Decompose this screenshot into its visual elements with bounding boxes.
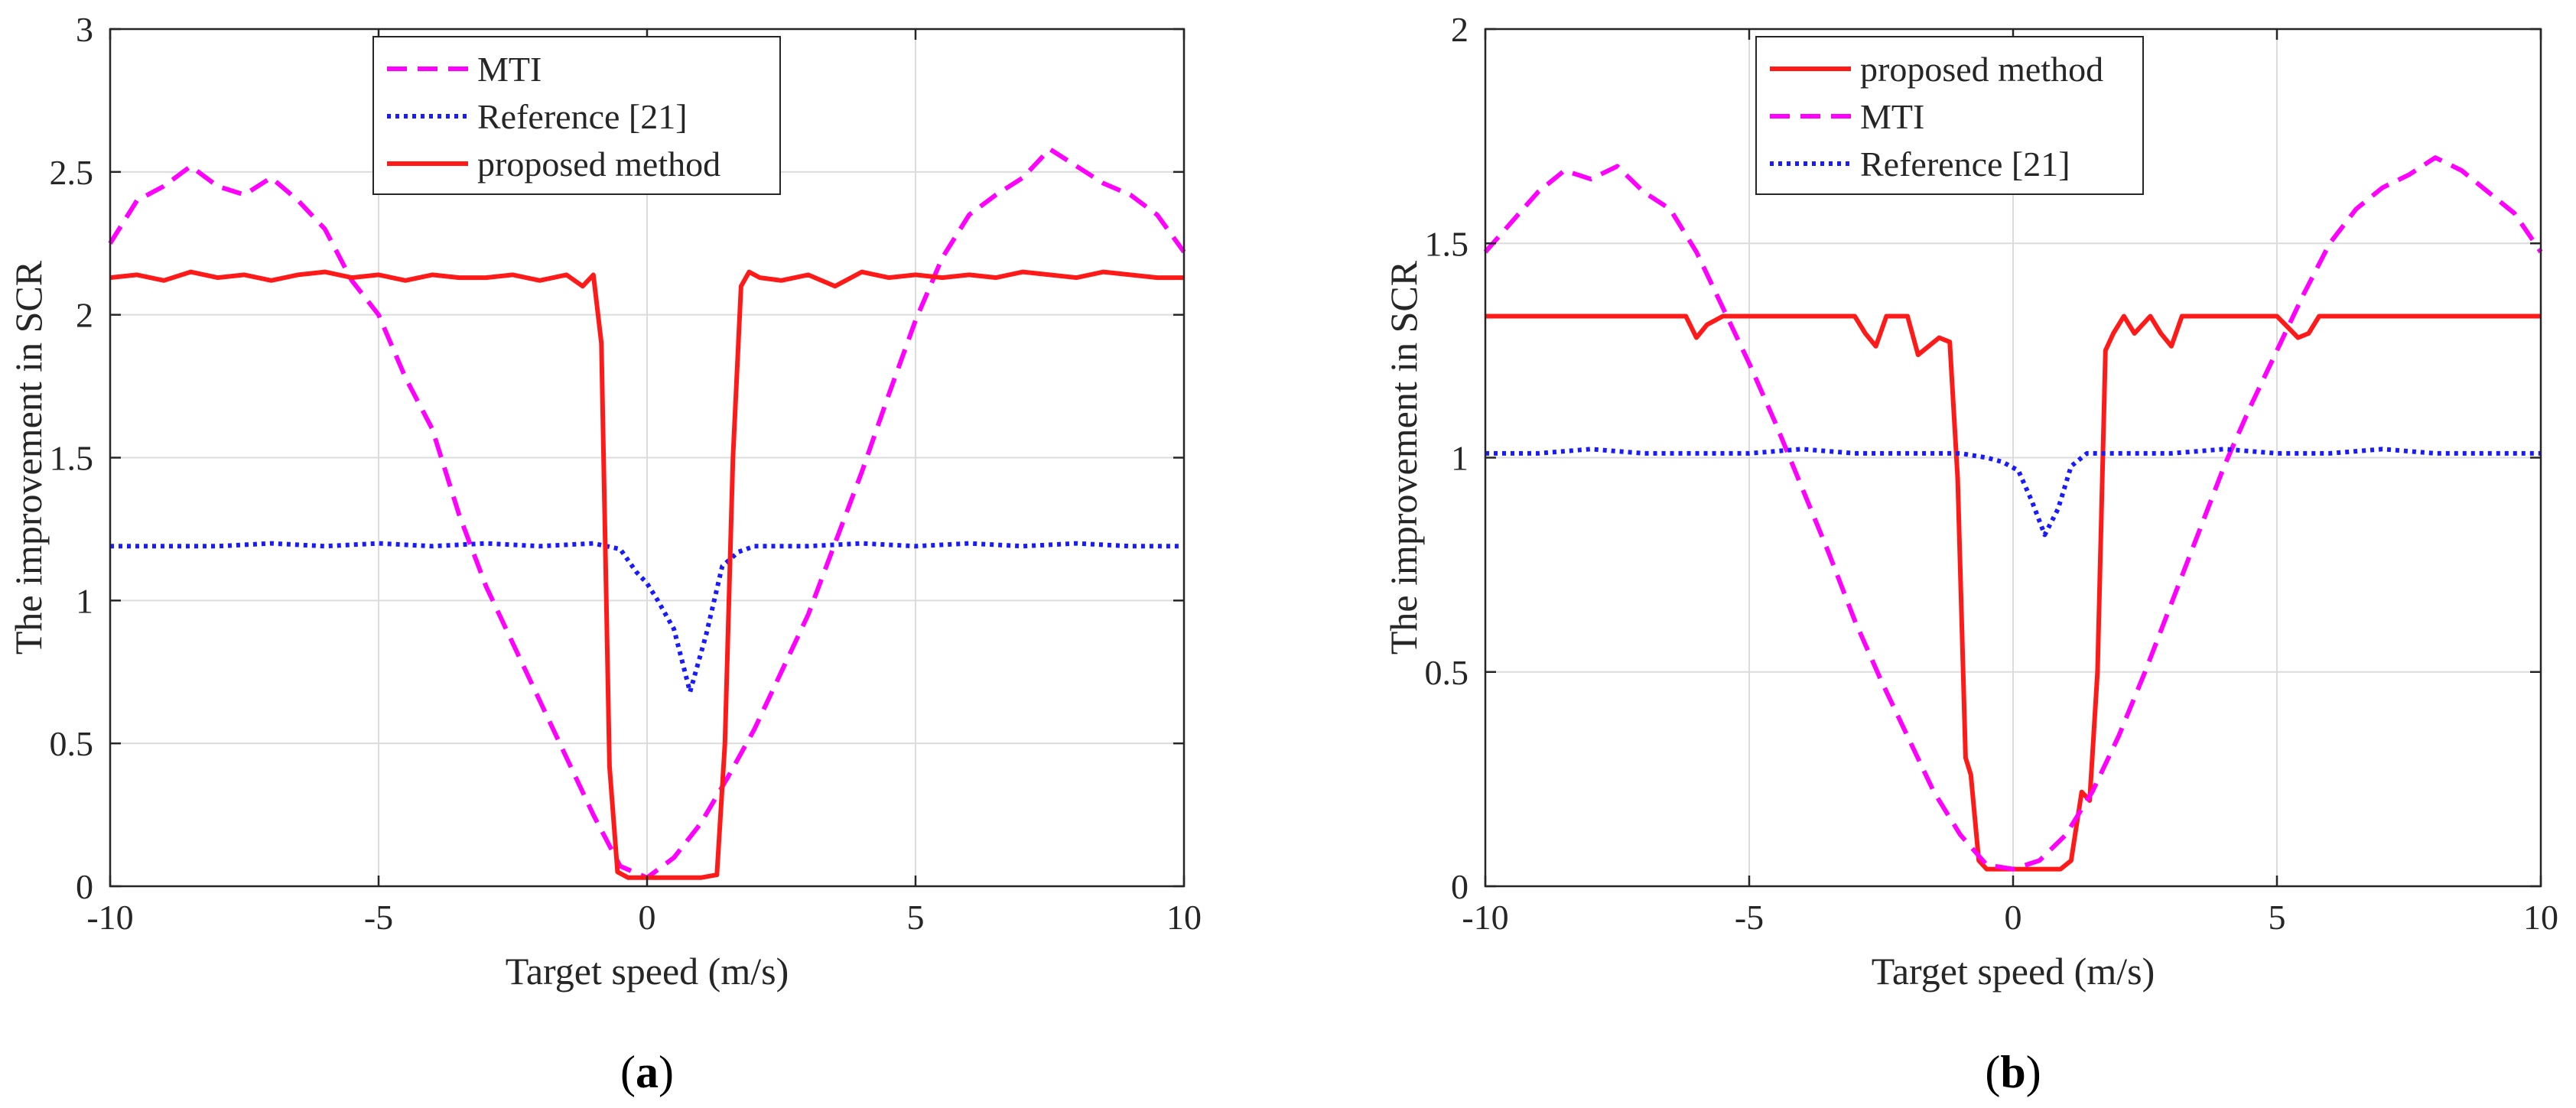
series-line-b-reference-21 bbox=[1485, 447, 2541, 538]
y-tick-label-b-4: 2 bbox=[1451, 10, 1469, 49]
x-tick-label-b-2: 0 bbox=[2005, 898, 2022, 937]
y-tick-label-a-1: 0.5 bbox=[50, 724, 94, 763]
legend-label-a-1: Reference [21] bbox=[477, 97, 688, 136]
x-axis-label-a: Target speed (m/s) bbox=[506, 950, 789, 993]
legend-b: proposed method MTI Reference [21] bbox=[1755, 36, 2144, 195]
x-tick-label-a-3: 5 bbox=[907, 898, 925, 937]
legend-a: MTI Reference [21] proposed method bbox=[372, 36, 781, 195]
series-line-b-mti bbox=[1483, 155, 2543, 872]
y-axis-label-b: The improvement in SCR bbox=[1382, 260, 1425, 655]
x-tick-label-b-0: -10 bbox=[1462, 898, 1508, 937]
y-tick-label-a-2: 1 bbox=[76, 581, 93, 620]
x-tick-label-b-1: -5 bbox=[1735, 898, 1764, 937]
panel-label-a: (a) bbox=[620, 1047, 674, 1097]
legend-label-b-1: MTI bbox=[1860, 97, 1924, 136]
y-axis-label-a: The improvement in SCR bbox=[7, 260, 50, 655]
ticks-b: -10 -5 0 5 10 0 0.5 1 1.5 2 bbox=[1425, 10, 2559, 937]
y-tick-label-b-0: 0 bbox=[1451, 867, 1469, 906]
y-tick-label-b-3: 1.5 bbox=[1425, 224, 1469, 263]
y-tick-label-a-5: 2.5 bbox=[50, 153, 94, 192]
x-tick-label-b-4: 10 bbox=[2523, 898, 2558, 937]
panel-label-b: (b) bbox=[1985, 1047, 2041, 1097]
ticks-a: -10 -5 0 5 10 0 0.5 1 1.5 2 2.5 3 bbox=[50, 10, 1202, 937]
legend-label-a-2: proposed method bbox=[477, 145, 720, 184]
series-line-a-reference-21 bbox=[110, 541, 1184, 694]
x-tick-label-a-2: 0 bbox=[639, 898, 656, 937]
y-tick-label-b-2: 1 bbox=[1451, 439, 1469, 478]
legend-label-a-0: MTI bbox=[477, 50, 542, 89]
x-axis-label-b: Target speed (m/s) bbox=[1872, 950, 2155, 993]
x-tick-label-a-1: -5 bbox=[364, 898, 393, 937]
legend-label-b-2: Reference [21] bbox=[1860, 145, 2070, 184]
x-tick-label-a-0: -10 bbox=[86, 898, 133, 937]
chart-panel-a: -10 -5 0 5 10 0 0.5 1 1.5 2 2.5 3 Target speed (m/s… bbox=[7, 10, 1202, 1097]
y-tick-label-a-3: 1.5 bbox=[50, 439, 94, 478]
series-layer-b bbox=[1483, 155, 2543, 872]
x-tick-label-a-4: 10 bbox=[1166, 898, 1202, 937]
y-tick-label-b-1: 0.5 bbox=[1425, 653, 1469, 692]
legend-label-b-0: proposed method bbox=[1860, 50, 2103, 89]
y-tick-label-a-4: 2 bbox=[76, 296, 93, 335]
legend-box-b bbox=[1755, 36, 2144, 195]
y-tick-label-a-6: 3 bbox=[76, 10, 93, 49]
y-tick-label-a-0: 0 bbox=[76, 867, 93, 906]
x-tick-label-b-3: 5 bbox=[2269, 898, 2286, 937]
chart-panel-b: -10 -5 0 5 10 0 0.5 1 1.5 2 Target speed (m/s) Th… bbox=[1382, 10, 2558, 1097]
